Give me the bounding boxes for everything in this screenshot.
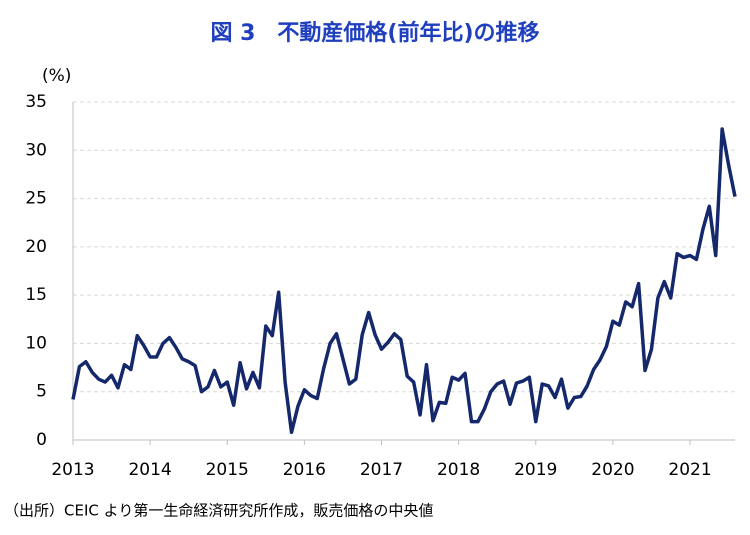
data-line bbox=[71, 127, 737, 435]
x-tick-label: 2013 bbox=[51, 460, 94, 480]
y-tick-label: 10 bbox=[25, 333, 47, 353]
y-tick-label: 5 bbox=[36, 382, 47, 402]
x-tick-label: 2017 bbox=[360, 460, 403, 480]
x-tick-label: 2015 bbox=[206, 460, 249, 480]
y-tick-label: 30 bbox=[25, 140, 47, 160]
x-tick-label: 2021 bbox=[668, 460, 711, 480]
x-tick-label: 2018 bbox=[437, 460, 480, 480]
chart-title: 図 3 不動産価格(前年比)の推移 bbox=[210, 20, 539, 46]
y-tick-label: 35 bbox=[25, 92, 47, 112]
y-tick-label: 25 bbox=[25, 189, 47, 209]
source-note: （出所）CEIC より第一生命経済研究所作成，販売価格の中央値 bbox=[4, 502, 433, 520]
x-tick-label: 2016 bbox=[283, 460, 326, 480]
y-tick-label: 0 bbox=[36, 430, 47, 450]
y-tick-label: 15 bbox=[25, 285, 47, 305]
x-tick-label: 2019 bbox=[514, 460, 557, 480]
x-tick-label: 2020 bbox=[591, 460, 634, 480]
y-axis-label: (%) bbox=[42, 66, 71, 86]
x-tick-label: 2014 bbox=[128, 460, 171, 480]
y-tick-label: 20 bbox=[25, 237, 47, 257]
